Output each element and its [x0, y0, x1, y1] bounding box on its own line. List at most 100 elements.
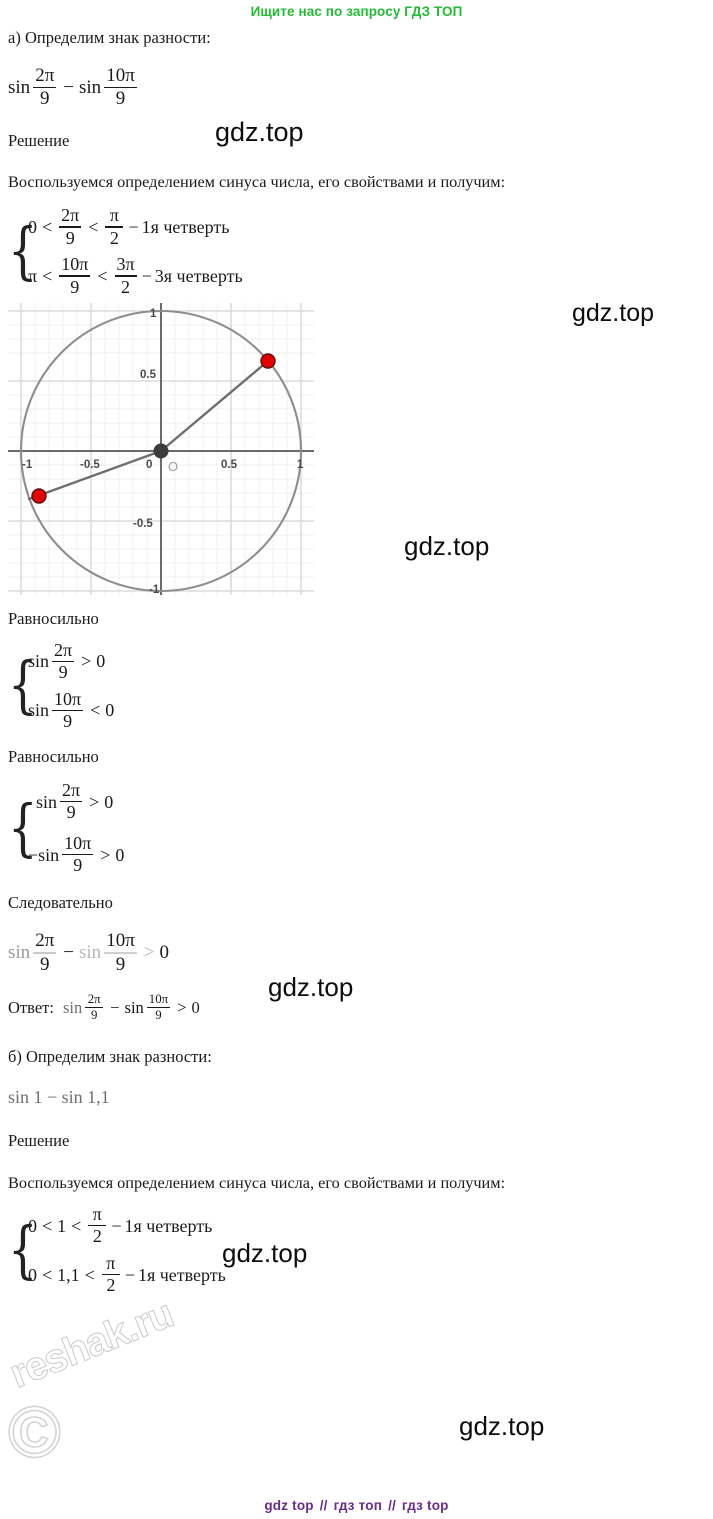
minus-operator: −: [63, 77, 74, 99]
minus-operator: −: [110, 997, 120, 1017]
fraction-10pi-9: 10π 9: [104, 65, 137, 110]
part-a-equivalent-label-1: Равносильно: [8, 608, 99, 628]
fraction-10pi-9: 10π 9: [52, 688, 84, 732]
fraction-10pi-9: 10π 9: [62, 833, 94, 876]
sin-label: sin: [124, 997, 144, 1017]
sin-label: sin: [28, 700, 50, 721]
brace-icon: {: [8, 214, 38, 288]
sin-label: sin: [36, 791, 58, 812]
value: 0: [191, 997, 200, 1017]
fraction-bar: [105, 226, 124, 228]
fraction-bar: [33, 86, 57, 89]
fraction-bar: [52, 709, 84, 712]
fraction-2pi-9: 2π 9: [33, 65, 57, 110]
fraction-2pi-9: 2π 9: [33, 930, 57, 975]
value: 0: [159, 942, 170, 964]
answer-label: Ответ:: [8, 997, 54, 1017]
fraction-bar: [104, 952, 137, 954]
fraction-10pi-9: 10π 9: [146, 991, 171, 1023]
brace-icon: {: [8, 1212, 38, 1286]
system-row: 0 < 2π 9 < π 2 − 1я четверть: [28, 205, 230, 248]
mid-value: 1: [57, 1215, 67, 1236]
value: 0: [115, 844, 125, 865]
system-row: π < 10π 9 < 3π 2 − 3я четверть: [28, 254, 243, 297]
footer-link-1[interactable]: gdz top: [264, 1498, 314, 1513]
radius-to-point-2pi-9: [159, 359, 270, 452]
radius-lines: [27, 359, 270, 500]
footer-link-2[interactable]: гдз топ: [333, 1498, 383, 1513]
value: 0: [105, 700, 115, 721]
y-tick-minus0point5: -0.5: [133, 518, 153, 530]
part-a-therefore-label: Следовательно: [8, 893, 113, 913]
fraction-pi-2: π 2: [101, 1254, 120, 1295]
part-a-expression: sin 2π 9 − sin 10π 9: [6, 66, 707, 109]
point-10pi-over-9[interactable]: [31, 487, 47, 504]
fraction-bar: [146, 1007, 171, 1009]
sin-label: sin: [8, 942, 31, 964]
system-row: 0 < 1,1 < π 2 − 1я четверть: [28, 1253, 226, 1296]
quadrant-note: 3я четверть: [154, 266, 243, 287]
part-a-system-signs: { sin 2π 9 > 0 sin 10π 9 < 0: [6, 639, 707, 732]
quadrant-note: 1я четверть: [124, 1215, 213, 1236]
x-tick-minus0point5: -0.5: [80, 459, 100, 471]
copyright-watermark-icon: ©: [7, 1392, 62, 1474]
fraction-2pi-9: 2π 9: [52, 639, 75, 682]
part-a-system-negated: { sin 2π 9 > 0 −sin 10π 9 >: [6, 781, 707, 875]
x-tick-zero: 0: [146, 459, 152, 471]
fraction-3pi-2: 3π 2: [114, 254, 137, 297]
fraction-bar: [33, 952, 57, 954]
part-b-expression: sin 1 − sin 1,1: [8, 1086, 110, 1107]
sin-label: sin: [28, 651, 50, 672]
fraction-bar: [59, 226, 82, 228]
unit-circle: [19, 309, 303, 592]
greater-than-operator: >: [177, 997, 187, 1017]
quadrant-note: 1я четверть: [141, 216, 230, 237]
x-tick-0point5: 0.5: [221, 459, 238, 471]
less-than-operator: <: [42, 266, 53, 287]
unit-circle-figure: -1 -0.5 0 0.5 1 0.5 -0.5 1 -1 O: [8, 302, 314, 595]
mid-value: 1,1: [57, 1264, 80, 1285]
less-than-operator: <: [42, 1264, 53, 1285]
dash: −: [124, 1264, 135, 1285]
less-than-operator: <: [71, 1215, 82, 1236]
sin-label: sin: [8, 77, 31, 99]
part-a-intro-text: Воспользуемся определением синуса числа,…: [8, 172, 506, 192]
sin-label: sin: [79, 942, 102, 964]
part-b-intro-text: Воспользуемся определением синуса числа,…: [8, 1172, 506, 1192]
promo-footer-banner: gdz top // гдз топ // гдз top: [0, 1498, 713, 1513]
negative-sin-label: −sin: [28, 844, 60, 865]
x-tick-minus1: -1: [22, 459, 33, 471]
less-than-operator: <: [90, 700, 101, 721]
dash: −: [141, 266, 152, 287]
part-a-heading: а) Определим знак разности:: [8, 28, 211, 47]
part-b-system-quadrants: { 0 < 1 < π 2 − 1я четверть 0 < 1,1 <: [6, 1205, 707, 1295]
system-row: 0 < 1 < π 2 − 1я четверть: [28, 1203, 213, 1247]
value: 0: [104, 791, 114, 812]
part-b-heading: б) Определим знак разности:: [8, 1046, 212, 1066]
sin-label: sin: [79, 77, 102, 99]
fraction-10pi-9: 10π 9: [104, 930, 137, 975]
system-row: −sin 10π 9 > 0: [28, 834, 124, 875]
less-than-operator: <: [42, 1215, 53, 1236]
part-a-solution-label: Решение: [8, 131, 70, 151]
y-tick-1: 1: [150, 308, 157, 320]
part-a-equivalent-label-2: Равносильно: [8, 746, 99, 766]
x-tick-1: 1: [297, 459, 304, 471]
footer-link-3[interactable]: гдз top: [401, 1498, 449, 1513]
footer-separator: //: [319, 1498, 328, 1513]
part-a-system-quadrants: { 0 < 2π 9 < π 2 − 1я четверть: [6, 206, 707, 296]
less-than-operator: <: [84, 1264, 95, 1285]
document-page: а) Определим знак разности: sin 2π 9 − s…: [0, 22, 713, 1295]
part-a-answer-row: Ответ: sin 2π 9 − sin 10π 9 > 0: [6, 991, 707, 1023]
reshak-watermark-text: reshak.ru: [3, 1291, 179, 1397]
fraction-10pi-9: 10π 9: [59, 254, 91, 297]
system-row: sin 2π 9 > 0: [28, 781, 124, 822]
fraction-2pi-9: 2π 9: [85, 992, 104, 1023]
brace-icon: {: [8, 648, 38, 722]
less-than-operator: <: [88, 216, 99, 237]
brace-icon: {: [8, 790, 38, 864]
fraction-bar: [62, 854, 94, 856]
fraction-2pi-9: 2π 9: [60, 779, 83, 823]
fraction-bar: [59, 275, 91, 277]
point-2pi-over-9[interactable]: [260, 352, 276, 369]
